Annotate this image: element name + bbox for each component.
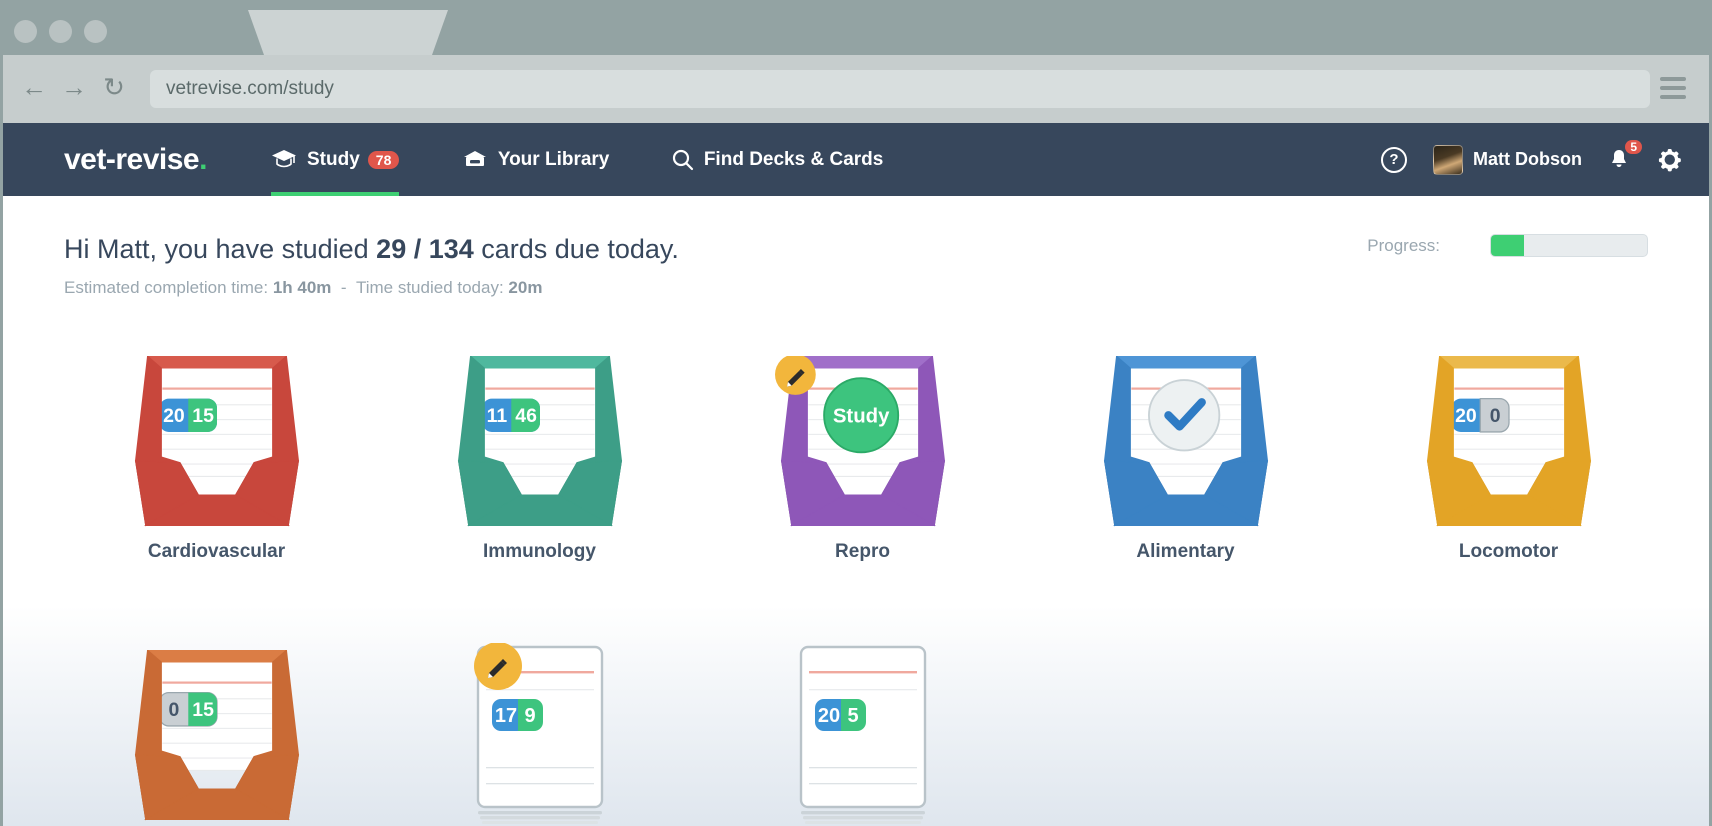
svg-text:Study: Study (832, 405, 889, 427)
svg-text:0: 0 (168, 698, 179, 720)
svg-text:15: 15 (192, 404, 214, 426)
svg-text:20: 20 (817, 705, 839, 727)
svg-text:15: 15 (192, 698, 214, 720)
svg-text:46: 46 (515, 404, 537, 426)
svg-text:0: 0 (1489, 404, 1500, 426)
svg-text:20: 20 (1455, 404, 1477, 426)
svg-text:20: 20 (163, 404, 185, 426)
svg-text:11: 11 (486, 404, 507, 426)
svg-text:5: 5 (847, 705, 858, 727)
svg-text:9: 9 (524, 705, 535, 727)
svg-text:17: 17 (494, 705, 516, 727)
